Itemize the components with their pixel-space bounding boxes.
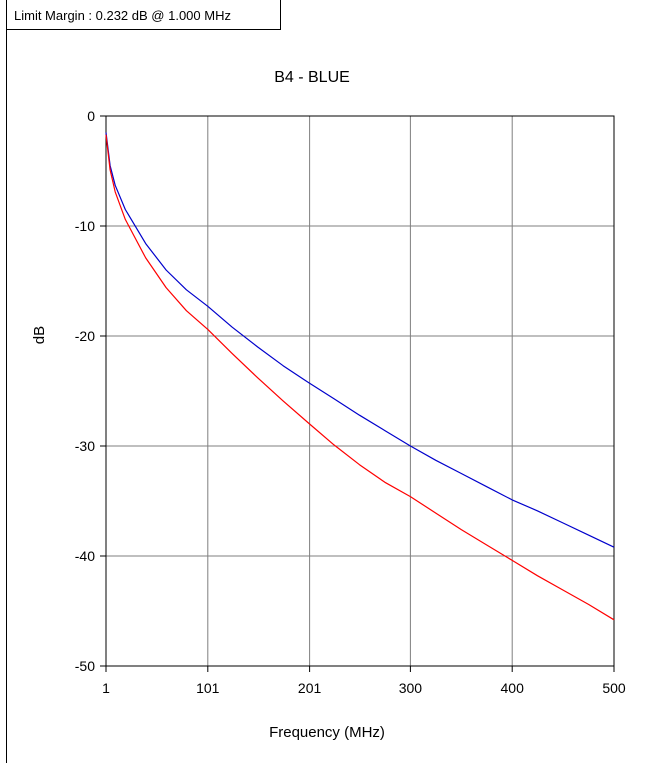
grid <box>106 116 614 666</box>
x-tick-label: 101 <box>196 680 220 696</box>
x-tick-label: 201 <box>298 680 322 696</box>
plot-border <box>105 115 615 667</box>
chart-title: B4 - BLUE <box>274 69 350 86</box>
limit-margin-text: Limit Margin : 0.232 dB @ 1.000 MHz <box>14 8 231 23</box>
chart-frame <box>6 0 666 763</box>
limit-margin-box: Limit Margin : 0.232 dB @ 1.000 MHz <box>6 0 281 30</box>
series-line-2 <box>105 134 615 621</box>
series-group <box>105 132 615 621</box>
y-tick-label: -10 <box>75 218 95 234</box>
y-tick-label: 0 <box>87 108 95 124</box>
y-tick-label: -30 <box>75 438 95 454</box>
x-tick-label: 500 <box>602 680 626 696</box>
y-tick-label: -20 <box>75 328 95 344</box>
axis-ticks: 1 101 201 300 400 500 0 -10 -20 -30 -40 -50 <box>75 108 626 696</box>
x-axis-label: Frequency (MHz) <box>269 724 385 741</box>
x-tick-label: 1 <box>102 680 110 696</box>
y-axis-label: dB <box>31 326 48 344</box>
x-tick-label: 400 <box>501 680 525 696</box>
x-tick-label: 300 <box>399 680 423 696</box>
y-tick-label: -50 <box>75 658 95 674</box>
y-tick-label: -40 <box>75 548 95 564</box>
series-line-1 <box>105 132 615 548</box>
